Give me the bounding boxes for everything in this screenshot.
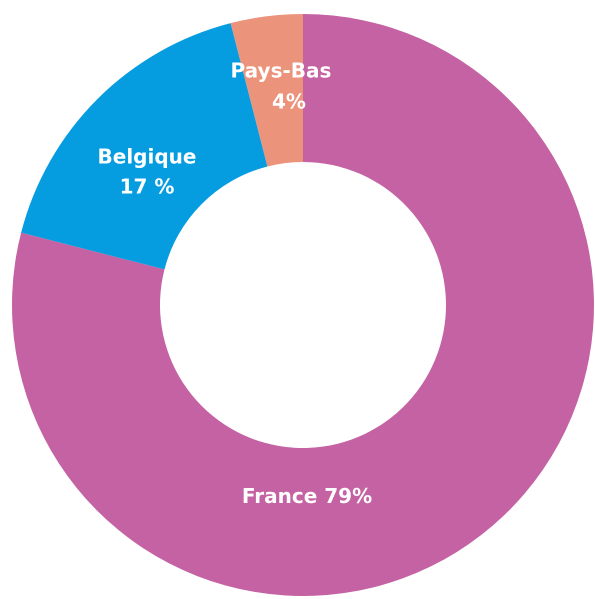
slice-label: France 79% bbox=[242, 484, 372, 508]
donut-slice bbox=[21, 23, 268, 270]
value-label: 17 % bbox=[120, 175, 175, 199]
category-label: Belgique bbox=[98, 145, 197, 169]
donut-slice bbox=[12, 14, 595, 596]
value-label: 79% bbox=[324, 484, 372, 508]
category-label: France bbox=[242, 484, 317, 508]
value-label: 4% bbox=[272, 90, 306, 114]
category-label: Pays-Bas bbox=[231, 59, 332, 83]
donut-slice bbox=[230, 14, 303, 167]
